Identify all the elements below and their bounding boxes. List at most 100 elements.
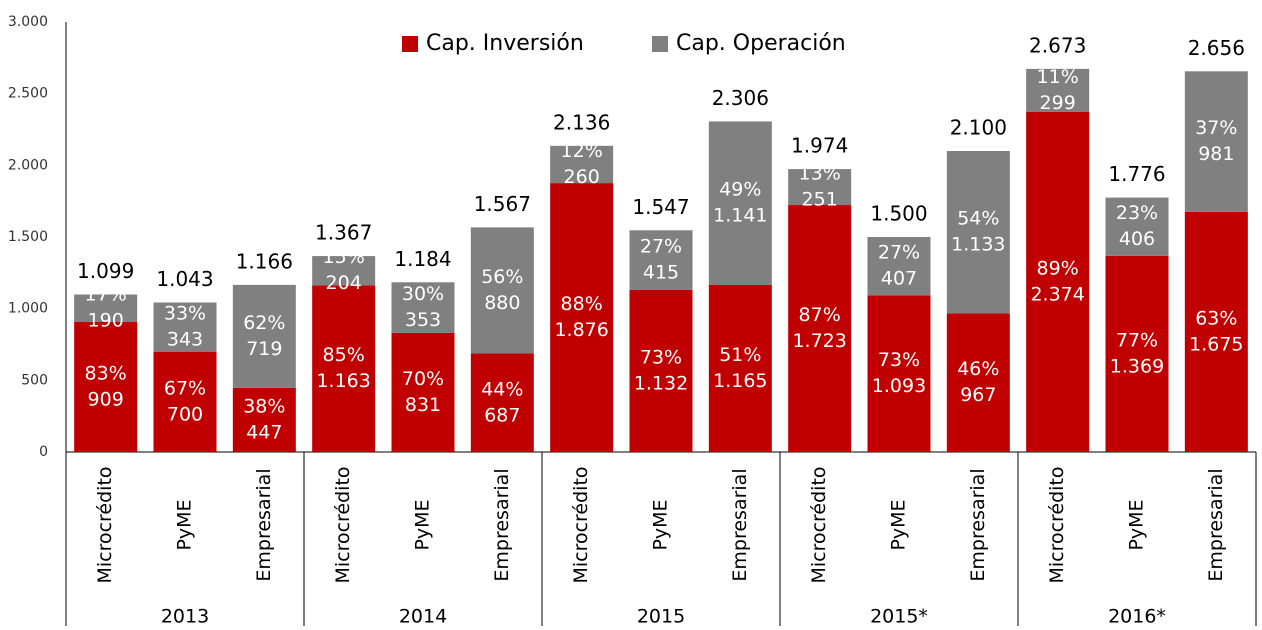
y-tick-label: 2.500	[8, 86, 48, 102]
bar-segment	[1026, 68, 1090, 112]
total-label: 2.673	[1029, 33, 1086, 57]
share-label: 54%	[957, 208, 999, 230]
bar-segment	[153, 302, 217, 352]
total-label: 1.367	[315, 221, 372, 245]
value-label: 1.141	[713, 205, 767, 227]
value-label: 880	[484, 292, 520, 314]
bar-segment	[74, 294, 138, 322]
total-label: 2.136	[553, 110, 610, 134]
bar-segment	[708, 121, 772, 286]
share-label: 37%	[1195, 117, 1237, 139]
share-label: 27%	[878, 242, 920, 264]
share-label: 51%	[719, 344, 761, 366]
x-tick-label: Empresarial	[253, 468, 275, 581]
share-label: 30%	[402, 283, 444, 305]
bar-segment	[470, 227, 534, 354]
share-label: 17%	[85, 284, 127, 306]
share-label: 63%	[1195, 307, 1237, 329]
legend-swatch	[652, 36, 668, 52]
value-label: 1.163	[316, 370, 370, 392]
share-label: 11%	[1037, 66, 1079, 88]
value-label: 260	[564, 166, 600, 188]
group-label: 2013	[161, 606, 209, 627]
y-tick-label: 500	[21, 372, 48, 388]
bar-segment	[312, 285, 376, 452]
value-label: 204	[326, 272, 362, 294]
total-label: 2.306	[712, 86, 769, 110]
x-tick-label: Microcrédito	[332, 466, 354, 583]
share-label: 62%	[243, 312, 285, 334]
total-label: 1.043	[156, 267, 213, 291]
share-label: 70%	[402, 368, 444, 390]
x-tick-label: Microcrédito	[94, 466, 116, 583]
bar-segment	[1184, 71, 1248, 212]
value-label: 1.876	[554, 319, 608, 341]
total-label: 1.166	[236, 249, 293, 273]
share-label: 23%	[1116, 202, 1158, 224]
y-tick-label: 0	[39, 444, 48, 460]
bar-segment	[153, 351, 217, 452]
value-label: 407	[881, 268, 917, 290]
total-label: 1.184	[394, 247, 451, 271]
x-tick-label: PyME	[888, 499, 910, 550]
bar-segment	[550, 145, 614, 184]
x-tick-label: Microcrédito	[570, 466, 592, 583]
bar-segment	[470, 353, 534, 452]
legend-swatch	[402, 36, 418, 52]
bar-segment	[867, 295, 931, 452]
share-label: 33%	[164, 303, 206, 325]
x-tick-label: Empresarial	[1205, 468, 1227, 581]
share-label: 89%	[1037, 257, 1079, 279]
total-label: 1.974	[791, 134, 848, 158]
value-label: 1.675	[1189, 333, 1243, 355]
x-tick-label: Microcrédito	[1046, 466, 1068, 583]
y-tick-label: 3.000	[8, 14, 48, 30]
value-label: 447	[246, 421, 282, 443]
share-label: 77%	[1116, 329, 1158, 351]
share-label: 38%	[243, 395, 285, 417]
x-tick-label: Empresarial	[729, 468, 751, 581]
group-label: 2016*	[1108, 606, 1166, 627]
share-label: 88%	[561, 293, 603, 315]
x-tick-label: PyME	[650, 499, 672, 550]
value-label: 2.374	[1030, 283, 1084, 305]
value-label: 831	[405, 394, 441, 416]
share-label: 73%	[878, 349, 920, 371]
y-tick-label: 1.500	[8, 229, 48, 245]
value-label: 415	[643, 262, 679, 284]
group-label: 2014	[399, 606, 447, 627]
value-label: 299	[1040, 92, 1076, 114]
bar-segment	[232, 284, 296, 388]
value-label: 719	[246, 338, 282, 360]
bar-segment	[946, 151, 1010, 314]
bar-segment	[550, 183, 614, 452]
total-label: 1.547	[632, 195, 689, 219]
total-label: 1.500	[870, 202, 927, 226]
total-label: 1.776	[1108, 162, 1165, 186]
bar-segment	[391, 282, 455, 333]
value-label: 1.165	[713, 370, 767, 392]
share-label: 56%	[481, 266, 523, 288]
total-label: 2.100	[950, 116, 1007, 140]
share-label: 67%	[164, 377, 206, 399]
total-label: 2.656	[1188, 36, 1245, 60]
total-label: 1.567	[474, 192, 531, 216]
value-label: 1.723	[792, 330, 846, 352]
value-label: 909	[88, 388, 124, 410]
bar-segment	[1026, 111, 1090, 452]
bar-segment	[788, 205, 852, 452]
value-label: 1.133	[951, 234, 1005, 256]
share-label: 15%	[323, 246, 365, 268]
legend-label: Cap. Operación	[676, 31, 846, 56]
value-label: 343	[167, 329, 203, 351]
group-label: 2015*	[870, 606, 928, 627]
share-label: 44%	[481, 378, 523, 400]
bar-segment	[1105, 255, 1169, 452]
value-label: 353	[405, 309, 441, 331]
value-label: 190	[88, 310, 124, 332]
x-tick-label: PyME	[1126, 499, 1148, 550]
bar-segment	[629, 230, 693, 290]
share-label: 87%	[799, 304, 841, 326]
value-label: 1.093	[872, 375, 926, 397]
share-label: 13%	[799, 163, 841, 185]
